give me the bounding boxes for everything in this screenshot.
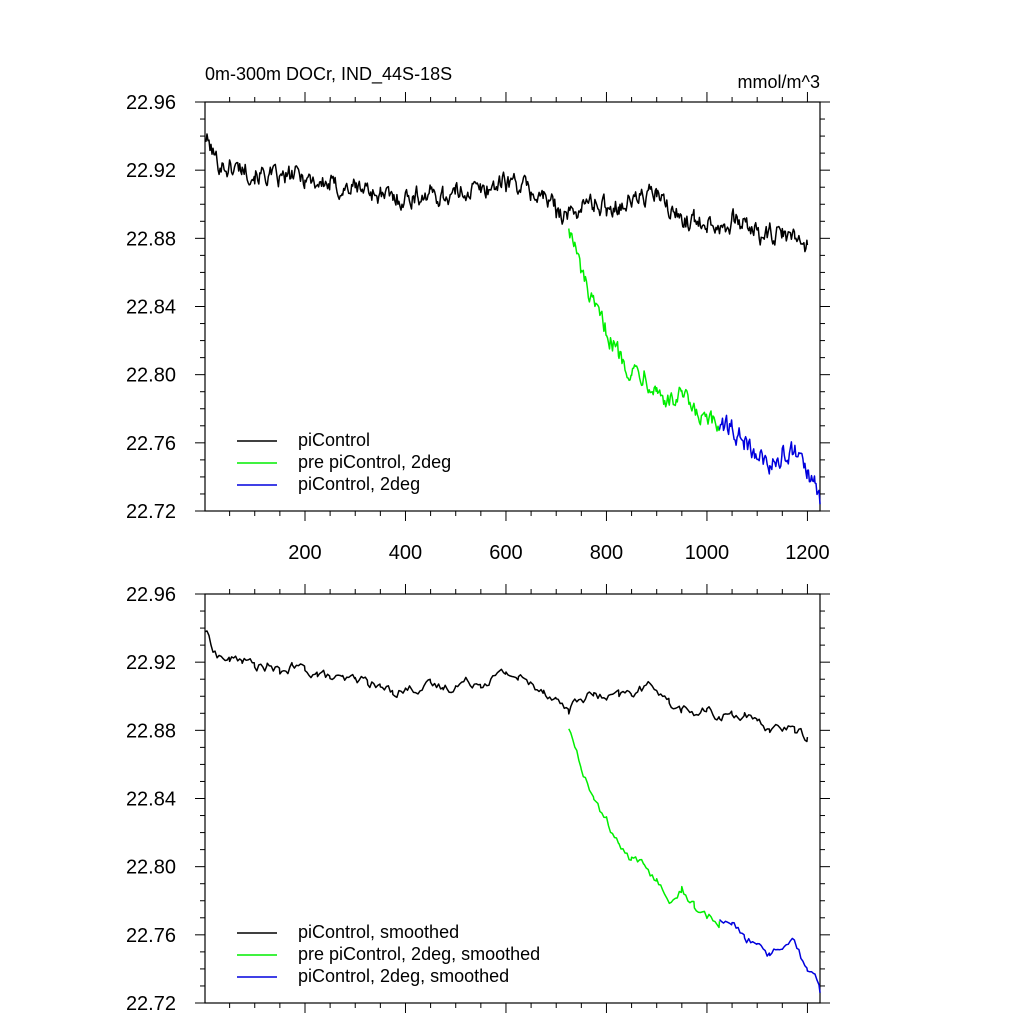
series-line-1 (204, 133, 809, 253)
y-tick-label: 22.76 (126, 925, 176, 947)
legend-label: pre piControl, 2deg (298, 452, 451, 472)
panel-2: 22.72 22.76 22.80 22.84 22.88 22.92 22.96 piCon… (126, 584, 830, 1015)
legend-label: piControl, 2deg, smoothed (298, 966, 509, 986)
series-line-2 (568, 228, 721, 432)
y-tick-label: 22.96 (126, 584, 176, 606)
legend-label: piControl (298, 430, 370, 450)
y-tick-label: 22.96 (126, 92, 176, 114)
x-tick-label: 1000 (685, 542, 730, 564)
series-line-3 (718, 414, 821, 505)
y-tick-label: 22.84 (126, 297, 176, 319)
y-tick-label: 22.84 (126, 789, 176, 811)
series-line-1 (204, 630, 809, 743)
y-tick-label: 22.72 (126, 501, 176, 523)
panel-1: 22.72 22.76 22.80 22.84 22.88 22.92 22.96 200 40… (126, 64, 830, 564)
y-tick-label: 22.76 (126, 433, 176, 455)
chart-units: mmol/m^3 (738, 72, 820, 92)
y-tick-label: 22.92 (126, 160, 176, 182)
y-tick-label: 22.88 (126, 720, 176, 742)
y-tick-label: 22.88 (126, 228, 176, 250)
x-tick-label: 600 (489, 542, 522, 564)
y-tick-label: 22.92 (126, 652, 176, 674)
x-tick-label: 400 (389, 542, 422, 564)
series-line-3 (718, 919, 821, 993)
series-line-2 (568, 728, 721, 929)
y-tick-label: 22.80 (126, 857, 176, 879)
y-tick-label: 22.72 (126, 993, 176, 1015)
legend-label: piControl, 2deg (298, 474, 420, 494)
legend-label: piControl, smoothed (298, 922, 459, 942)
chart-title: 0m-300m DOCr, IND_44S-18S (205, 64, 452, 85)
legend-label: pre piControl, 2deg, smoothed (298, 944, 540, 964)
y-tick-label: 22.80 (126, 365, 176, 387)
x-tick-label: 200 (288, 542, 321, 564)
x-tick-label: 800 (590, 542, 623, 564)
x-tick-label: 1200 (785, 542, 830, 564)
